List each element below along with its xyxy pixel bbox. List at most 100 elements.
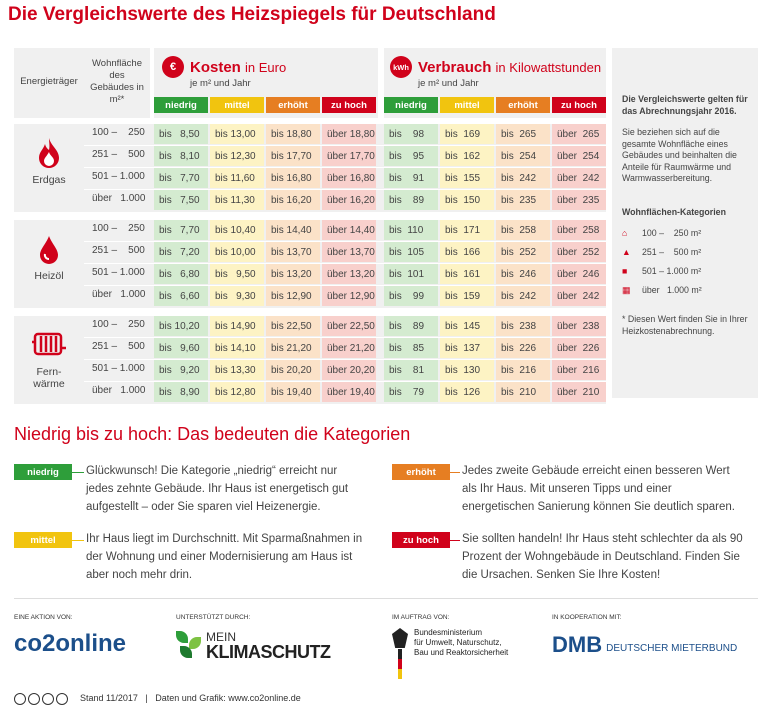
energy-label: Fern- wärme <box>33 366 65 390</box>
kwh-icon: kWh <box>390 56 412 78</box>
verbrauch-cell: über 246 <box>552 264 606 284</box>
verbrauch-cell: bis 155 <box>440 168 494 188</box>
radiator-icon <box>32 330 66 360</box>
kosten-chip-niedrig: niedrig <box>154 97 208 113</box>
kosten-cell: bis 10,00 <box>210 242 264 262</box>
footer-stand: Stand 11/2017 | Daten und Grafik: www.co… <box>80 693 301 703</box>
section-title: Niedrig bis zu hoch: Das bedeuten die Ka… <box>14 424 411 444</box>
unterstuetzt-label: Unterstützt durch: <box>176 614 251 621</box>
page-title: Die Vergleichswerte des Heizspiegels für… <box>8 4 496 25</box>
verbrauch-cell: bis 254 <box>496 146 550 166</box>
area-cell: 251 – 500 <box>92 149 145 160</box>
kosten-cell: bis 14,10 <box>210 338 264 358</box>
group-0: Erdgas 100 – 250 bis 8,50 bis 13,00 bis 18,8… <box>14 124 606 212</box>
co2online-logo: co2online <box>14 630 127 657</box>
house-small-icon: ⌂ <box>622 227 628 238</box>
table-row: 501 – 1.000 bis 7,70 bis 11,60 bis 16,80 übe… <box>14 168 606 188</box>
kosten-cell: bis 11,30 <box>210 190 264 210</box>
table-row: über 1.000 bis 6,60 bis 9,30 bis 12,90 über … <box>14 286 606 306</box>
kosten-cell: bis 10,40 <box>210 220 264 240</box>
verbrauch-cell: über 254 <box>552 146 606 166</box>
cc-icon <box>14 693 26 705</box>
verbrauch-cell: bis 159 <box>440 286 494 306</box>
kosten-cell: bis 14,90 <box>210 316 264 336</box>
kosten-cell: bis 8,50 <box>154 124 208 144</box>
verbrauch-cell: bis 246 <box>496 264 550 284</box>
verbrauch-cell: über 242 <box>552 286 606 306</box>
verbrauch-cell: über 238 <box>552 316 606 336</box>
kosten-cell: bis 9,20 <box>154 360 208 380</box>
verbrauch-cell: bis 162 <box>440 146 494 166</box>
info-box: Die Vergleichswerte gelten für das Abrec… <box>612 48 758 398</box>
building-icon: ■ <box>622 265 628 276</box>
area-cell: 100 – 250 <box>92 223 145 234</box>
verbrauch-cell: bis 81 <box>384 360 438 380</box>
kosten-cell: bis 18,80 <box>266 124 320 144</box>
table-row: 251 – 500 bis 9,60 bis 14,10 bis 21,20 über … <box>14 338 606 358</box>
verbrauch-cell: bis 150 <box>440 190 494 210</box>
by-icon <box>28 693 40 705</box>
table-row: über 1.000 bis 8,90 bis 12,80 bis 19,40 über… <box>14 382 606 402</box>
verbrauch-cell: bis 98 <box>384 124 438 144</box>
kosten-cell: über 14,40 <box>322 220 376 240</box>
verbrauch-header: kWh Verbrauch in Kilowattstunden je m² u… <box>390 56 606 89</box>
area-cell: 501 – 1.000 <box>92 171 145 182</box>
verbrauch-chip-niedrig: niedrig <box>384 97 438 113</box>
text-erhoeht: Jedes zweite Gebäude erreicht einen bess… <box>462 465 735 513</box>
table-row: 100 – 250 bis 10,20 bis 14,90 bis 22,50 über… <box>14 316 606 336</box>
kosten-cell: bis 16,80 <box>266 168 320 188</box>
kosten-chip-zuhoch: zu hoch <box>322 97 376 113</box>
mein-klimaschutz-logo: MEIN KLIMASCHUTZ <box>176 630 331 661</box>
kosten-cell: bis 8,90 <box>154 382 208 402</box>
chip-mittel: mittel <box>14 532 72 548</box>
area-cell: 251 – 500 <box>92 341 145 352</box>
verbrauch-cell: bis 105 <box>384 242 438 262</box>
kosten-cell: bis 7,50 <box>154 190 208 210</box>
leaf-icon <box>176 631 202 659</box>
area-cell: 100 – 250 <box>92 319 145 330</box>
verbrauch-cell: über 235 <box>552 190 606 210</box>
kosten-cell: bis 19,40 <box>266 382 320 402</box>
verbrauch-cell: über 216 <box>552 360 606 380</box>
verbrauch-cell: bis 110 <box>384 220 438 240</box>
verbrauch-cell: bis 89 <box>384 190 438 210</box>
kosten-cell: über 13,20 <box>322 264 376 284</box>
table-row: 501 – 1.000 bis 6,80 bis 9,50 bis 13,20 über… <box>14 264 606 284</box>
verbrauch-cell: bis 171 <box>440 220 494 240</box>
kosten-cell: bis 13,30 <box>210 360 264 380</box>
verbrauch-cell: bis 258 <box>496 220 550 240</box>
kooperation-label: In Kooperation mit: <box>552 614 622 621</box>
verbrauch-cell: bis 169 <box>440 124 494 144</box>
kosten-cell: bis 12,80 <box>210 382 264 402</box>
nc-icon <box>42 693 54 705</box>
verbrauch-cell: bis 210 <box>496 382 550 402</box>
kosten-cell: bis 6,60 <box>154 286 208 306</box>
verbrauch-cell: bis 242 <box>496 286 550 306</box>
verbrauch-cell: über 242 <box>552 168 606 188</box>
kosten-cell: bis 10,20 <box>154 316 208 336</box>
verbrauch-cell: bis 130 <box>440 360 494 380</box>
verbrauch-cell: bis 238 <box>496 316 550 336</box>
kosten-cell: über 16,20 <box>322 190 376 210</box>
area-cell: 100 – 250 <box>92 127 145 138</box>
verbrauch-cell: bis 126 <box>440 382 494 402</box>
kosten-cell: bis 22,50 <box>266 316 320 336</box>
legend-house-large: ■ 501 – 1.000 m² <box>622 265 702 276</box>
verbrauch-chip-mittel: mittel <box>440 97 494 113</box>
kosten-cell: bis 7,20 <box>154 242 208 262</box>
kosten-cell: über 21,20 <box>322 338 376 358</box>
energy-label: Heizöl <box>34 270 64 282</box>
kosten-cell: bis 11,60 <box>210 168 264 188</box>
legend-house-medium: ▲ 251 – 500 m² <box>622 246 702 257</box>
kosten-cell: bis 13,70 <box>266 242 320 262</box>
verbrauch-cell: bis 79 <box>384 382 438 402</box>
group-1: Heizöl 100 – 250 bis 7,70 bis 10,40 bis 14,4… <box>14 220 606 308</box>
verbrauch-cell: bis 226 <box>496 338 550 358</box>
verbrauch-cell: bis 99 <box>384 286 438 306</box>
kosten-cell: über 20,20 <box>322 360 376 380</box>
kosten-chip-erhoeht: erhöht <box>266 97 320 113</box>
kosten-cell: bis 16,20 <box>266 190 320 210</box>
verbrauch-cell: bis 161 <box>440 264 494 284</box>
dmb-logo: DMB DEUTSCHER MIETERBUND <box>552 632 738 657</box>
kosten-cell: bis 9,30 <box>210 286 264 306</box>
